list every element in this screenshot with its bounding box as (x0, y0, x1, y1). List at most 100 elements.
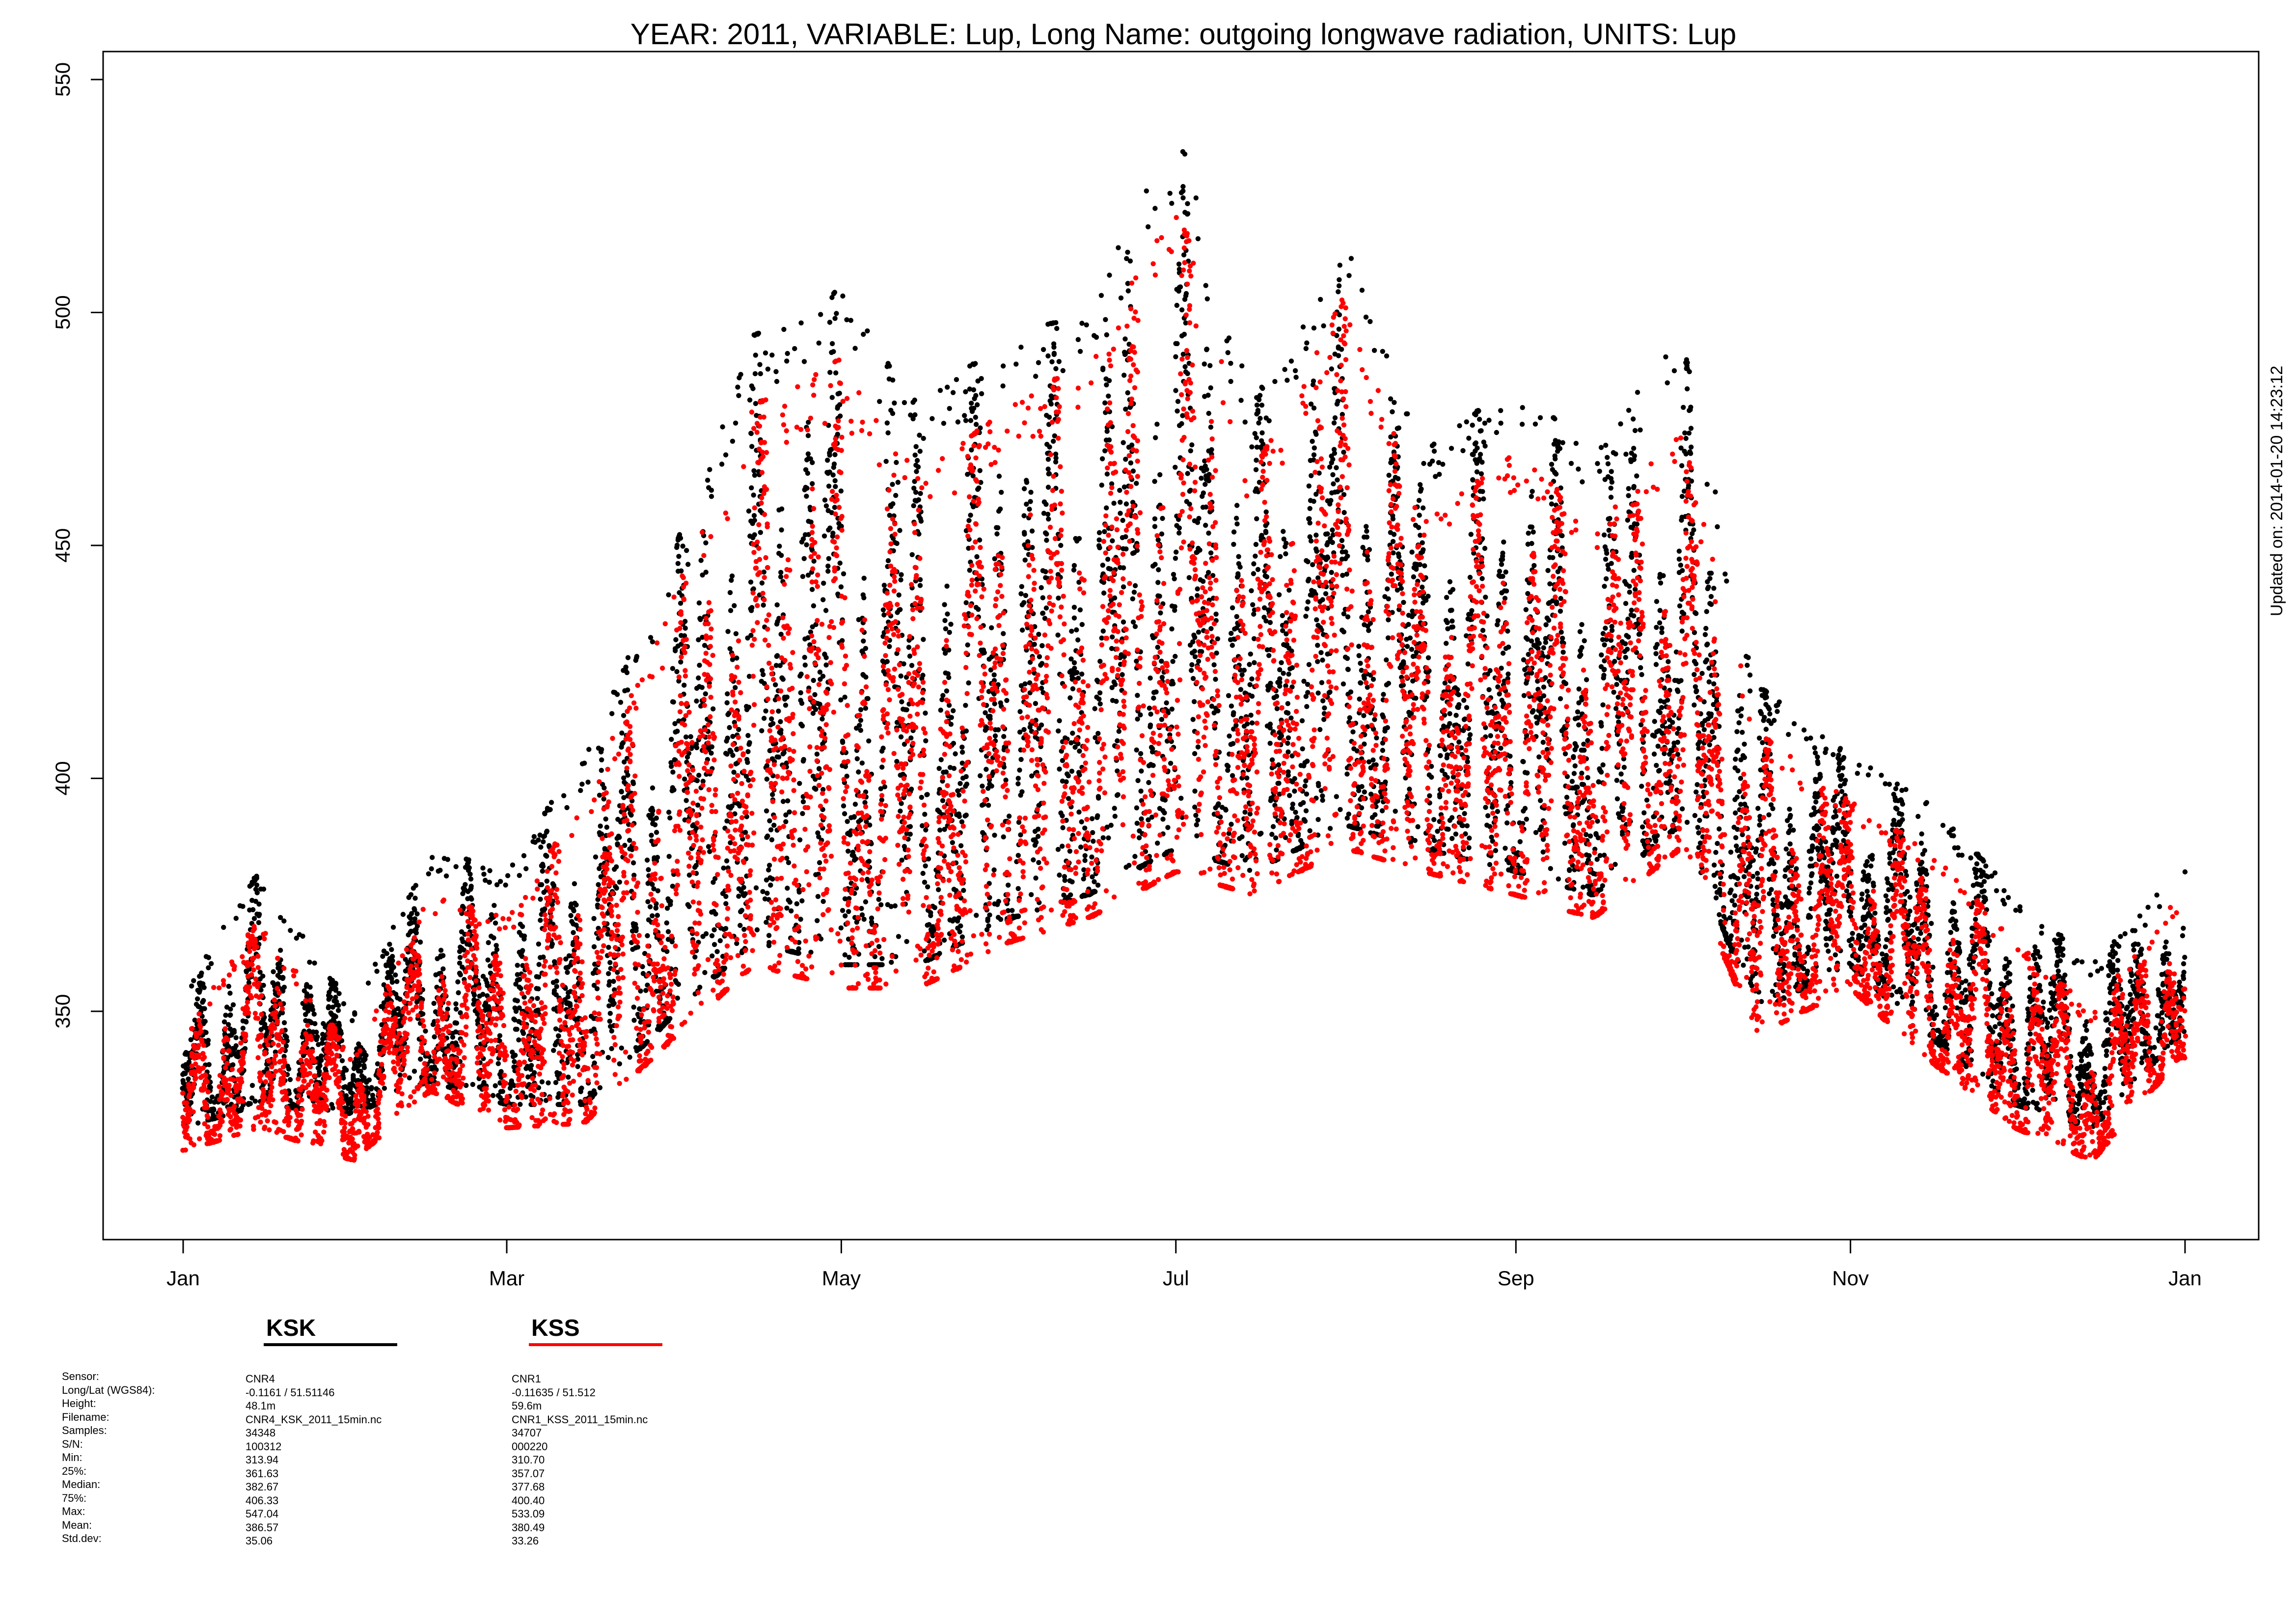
data-point (1263, 509, 1269, 515)
data-point (876, 896, 881, 902)
data-point (665, 929, 671, 934)
data-point (1225, 350, 1230, 355)
data-point (763, 708, 768, 714)
data-point (895, 480, 901, 485)
data-point (1152, 206, 1158, 211)
data-point (607, 960, 613, 965)
data-point (1179, 307, 1185, 313)
data-point (1100, 367, 1106, 373)
data-point (1259, 403, 1265, 408)
data-point (1242, 810, 1248, 815)
data-point (1001, 834, 1006, 839)
data-point (412, 916, 418, 921)
data-point (1267, 620, 1273, 625)
data-point (831, 349, 836, 354)
data-point (471, 992, 477, 998)
data-point (767, 818, 772, 824)
data-point (1241, 668, 1247, 673)
data-point (664, 920, 670, 926)
data-point (529, 1063, 534, 1068)
data-point (1123, 501, 1129, 507)
data-point (625, 687, 630, 693)
data-point (976, 485, 982, 491)
data-point (946, 675, 952, 680)
data-point (188, 1100, 194, 1106)
data-point (833, 370, 839, 376)
data-point (597, 792, 602, 798)
data-point (1236, 554, 1241, 559)
data-point (539, 882, 545, 888)
data-point (1231, 529, 1237, 535)
data-point (409, 911, 414, 917)
chart-title: YEAR: 2011, VARIABLE: Lup, Long Name: ou… (630, 18, 1736, 51)
data-point (333, 981, 338, 987)
data-point (328, 994, 333, 1000)
data-point (820, 716, 825, 722)
data-point (913, 489, 919, 495)
data-point (1095, 882, 1101, 888)
data-point (1121, 440, 1126, 445)
data-point (1132, 624, 1138, 629)
data-point (727, 646, 733, 651)
data-point (1015, 781, 1021, 786)
data-point (521, 936, 527, 942)
data-point (1043, 605, 1049, 611)
data-point (614, 692, 620, 697)
data-point (487, 879, 492, 885)
data-point (1227, 733, 1232, 739)
data-point (553, 1026, 559, 1031)
data-point (251, 916, 257, 921)
data-point (1001, 734, 1007, 739)
data-point (599, 831, 604, 837)
data-point (518, 1102, 523, 1107)
data-point (1015, 913, 1021, 919)
data-point (1168, 760, 1174, 766)
data-point (630, 779, 636, 785)
data-point (1067, 848, 1073, 854)
data-point (254, 882, 260, 888)
data-point (1043, 569, 1048, 574)
data-point (249, 1095, 255, 1101)
data-point (761, 716, 767, 721)
data-point (536, 962, 542, 967)
data-point (397, 997, 403, 1002)
data-point (884, 420, 890, 426)
data-point (670, 666, 676, 671)
data-point (679, 568, 684, 574)
data-point (230, 1002, 236, 1007)
data-point (730, 438, 736, 444)
data-point (1257, 416, 1263, 421)
data-point (1128, 460, 1134, 466)
data-point (810, 460, 815, 465)
data-point (369, 1085, 374, 1090)
data-point (1097, 658, 1103, 664)
data-point (1129, 442, 1135, 448)
data-point (186, 1076, 191, 1082)
data-point (1036, 834, 1041, 839)
data-point (914, 458, 920, 463)
data-point (994, 531, 1000, 537)
data-point (1148, 676, 1153, 681)
data-point (1188, 448, 1193, 454)
data-point (1107, 272, 1112, 278)
data-point (286, 1066, 292, 1072)
data-point (1135, 778, 1141, 784)
data-point (375, 1061, 381, 1067)
data-point (858, 718, 864, 723)
data-point (918, 518, 924, 524)
data-point (498, 879, 503, 884)
data-point (889, 959, 894, 965)
data-point (1040, 595, 1045, 600)
data-point (246, 980, 252, 985)
data-point (832, 290, 838, 295)
data-point (1186, 575, 1192, 580)
data-point (914, 469, 919, 474)
data-point (692, 954, 698, 960)
data-point (711, 942, 717, 947)
data-point (365, 1098, 371, 1103)
data-point (975, 402, 980, 407)
data-point (579, 1085, 584, 1091)
data-point (337, 1030, 343, 1035)
data-point (984, 766, 989, 772)
data-point (1076, 810, 1082, 815)
